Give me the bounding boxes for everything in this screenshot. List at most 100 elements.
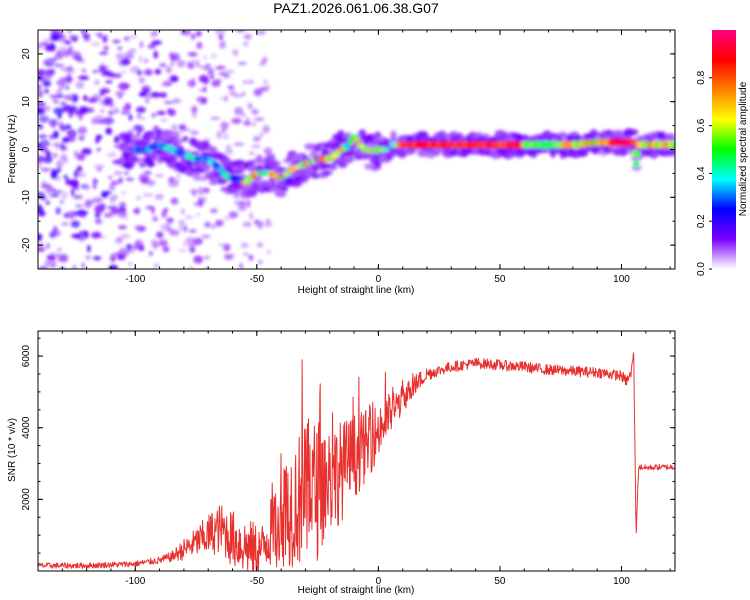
spectrogram-noise-cell <box>44 89 49 94</box>
spectrogram-noise-cell <box>69 35 79 41</box>
chart-title: PAZ1.2026.061.06.38.G07 <box>273 0 439 16</box>
spectrogram-noise-cell <box>52 35 58 39</box>
spectrogram-noise-cell <box>167 108 172 113</box>
spectrogram-noise-cell <box>242 221 252 228</box>
spectrogram-noise-cell <box>226 145 232 149</box>
spectrogram-noise-cell <box>51 121 56 129</box>
spectrogram-noise-cell <box>101 192 109 198</box>
spectrogram-noise-cell <box>253 136 261 143</box>
spectrogram-noise-cell <box>196 30 202 37</box>
spectrogram-noise-cell <box>44 68 55 76</box>
snr-x-tick-label: 50 <box>494 576 506 587</box>
colorbar-label: Normalized spectral amplitude <box>738 81 749 216</box>
spectrogram-noise-cell <box>146 180 156 186</box>
spectrogram-ridge-cell <box>347 139 353 145</box>
spectrogram-noise-cell <box>140 116 145 120</box>
spectrogram-y-label: Frequency (Hz) <box>7 115 18 184</box>
snr-x-label: Height of straight line (km) <box>298 585 415 596</box>
spectrogram-noise-cell <box>262 125 270 134</box>
spectrogram-noise-cell <box>183 128 191 132</box>
spectrogram-noise-cell <box>161 210 167 218</box>
spectrogram-halo-cell <box>266 153 276 163</box>
spectrogram-noise-cell <box>87 97 98 103</box>
spectrogram-noise-cell <box>222 73 231 79</box>
spectrogram-halo-cell <box>171 130 180 140</box>
spectrogram-noise-cell <box>182 240 187 247</box>
spectrogram-noise-cell <box>92 197 103 203</box>
spectrogram-noise-cell <box>259 86 269 92</box>
spectrogram-noise-cell <box>174 178 180 184</box>
spectrogram-noise-cell <box>77 126 88 135</box>
spectrogram-noise-cell <box>241 92 246 96</box>
spectrogram-noise-cell <box>44 45 48 51</box>
spectrogram-noise-cell <box>155 30 159 33</box>
spectrogram-noise-cell <box>39 42 50 46</box>
spectrogram-noise-cell <box>67 72 72 76</box>
spectrogram-noise-cell <box>204 221 211 228</box>
spectrogram-noise-cell <box>220 121 229 130</box>
spectrogram-noise-cell <box>188 266 194 269</box>
spectrogram-noise-cell <box>64 124 72 130</box>
spectrogram-noise-cell <box>169 229 180 236</box>
spectrogram-noise-cell <box>38 102 47 106</box>
spectrogram-noise-cell <box>48 60 58 64</box>
spectrogram-noise-cell <box>176 174 181 178</box>
spectrogram-noise-cell <box>66 129 77 138</box>
spectrogram-halo-cell <box>195 167 206 174</box>
spectrogram-noise-cell <box>203 77 209 85</box>
spectrogram-noise-cell <box>144 97 150 104</box>
spectrogram-noise-cell <box>238 205 247 212</box>
spectrogram-noise-cell <box>215 30 226 36</box>
spectrogram-noise-cell <box>76 173 86 177</box>
spectrogram-noise-cell <box>42 79 51 88</box>
spectrogram-noise-cell <box>38 266 49 269</box>
spectrogram-noise-cell <box>58 83 66 90</box>
spectrogram-noise-cell <box>110 180 120 185</box>
spectrogram-noise-cell <box>103 45 109 51</box>
spectrogram-noise-cell <box>259 60 264 67</box>
spectrogram-noise-cell <box>180 30 192 36</box>
spectrogram-noise-cell <box>178 248 187 253</box>
spectrogram-noise-cell <box>92 184 97 189</box>
spectrogram-noise-cell <box>121 57 131 66</box>
spectrogram-ridge-cell <box>381 147 390 152</box>
spectrogram-noise-cell <box>218 34 223 41</box>
spectrogram-noise-cell <box>57 254 69 263</box>
spectrogram-noise-cell <box>75 110 85 117</box>
spectrogram-noise-cell <box>94 79 100 86</box>
spectrogram-noise-cell <box>41 195 47 201</box>
spectrogram-x-tick-label: 50 <box>494 274 506 285</box>
spectrogram-noise-cell <box>53 64 65 67</box>
spectrogram-noise-cell <box>242 252 249 256</box>
spectrogram-noise-cell <box>94 207 105 214</box>
spectrogram-noise-cell <box>184 215 194 219</box>
spectrogram-noise-cell <box>189 130 199 136</box>
spectrogram-halo-cell <box>328 165 338 171</box>
spectrogram-noise-cell <box>91 42 101 46</box>
spectrogram-noise-cell <box>78 106 88 109</box>
spectrogram-y-tick-label: -10 <box>21 190 32 205</box>
spectrogram-noise-cell <box>113 170 123 176</box>
spectrogram-noise-cell <box>143 58 149 63</box>
spectrogram-noise-cell <box>143 69 153 76</box>
spectrogram-noise-cell <box>187 80 196 88</box>
spectrogram-noise-cell <box>188 229 197 233</box>
spectrogram-noise-cell <box>237 62 247 65</box>
spectrogram-noise-cell <box>54 169 58 173</box>
spectrogram-noise-cell <box>203 255 210 260</box>
spectrogram-noise-cell <box>105 127 113 135</box>
spectrogram-noise-cell <box>114 144 119 148</box>
spectrogram-noise-cell <box>94 164 105 169</box>
spectrogram-noise-cell <box>69 179 79 187</box>
spectrogram-noise-cell <box>197 198 204 207</box>
spectrogram-noise-cell <box>52 190 64 194</box>
spectrogram-noise-cell <box>99 88 110 94</box>
spectrogram-noise-cell <box>170 197 179 205</box>
spectrogram-noise-cell <box>52 153 58 158</box>
spectrogram-noise-cell <box>112 39 121 44</box>
spectrogram-noise-cell <box>81 210 87 218</box>
spectrogram-noise-cell <box>102 34 108 43</box>
spectrogram-noise-cell <box>134 225 143 230</box>
spectrogram-ridge-cell <box>351 135 360 140</box>
spectrogram-noise-cell <box>249 151 255 155</box>
